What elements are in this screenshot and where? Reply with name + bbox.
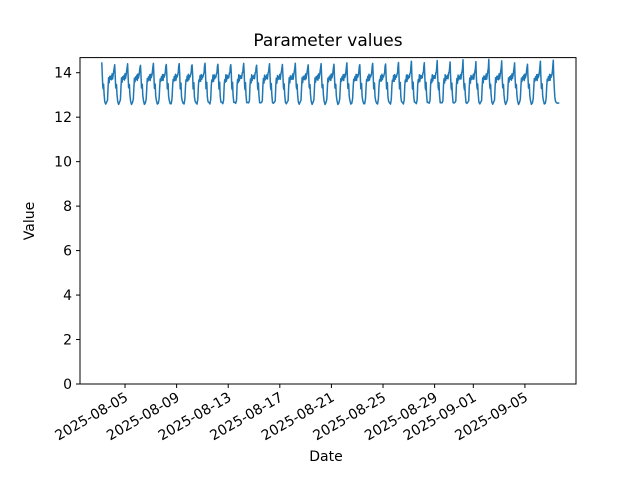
y-tick-label: 10 <box>54 155 72 171</box>
y-tick-label: 8 <box>63 199 72 215</box>
y-tick-label: 0 <box>63 377 72 393</box>
y-tick-label: 12 <box>54 110 72 126</box>
y-tick-label: 14 <box>54 66 72 82</box>
chart-title: Parameter values <box>253 31 402 51</box>
y-tick-label: 4 <box>63 288 72 304</box>
y-axis-label: Value <box>22 202 38 240</box>
y-axis-ticks: 0 2 4 6 8 10 12 14 <box>54 66 80 393</box>
x-axis-label: Date <box>309 449 342 465</box>
plot-area-border <box>79 57 577 385</box>
y-tick-label: 6 <box>63 244 72 260</box>
x-axis-ticks: 2025-08-052025-08-092025-08-132025-08-17… <box>53 384 531 444</box>
y-tick-label: 2 <box>63 333 72 349</box>
data-series-line <box>101 58 560 106</box>
